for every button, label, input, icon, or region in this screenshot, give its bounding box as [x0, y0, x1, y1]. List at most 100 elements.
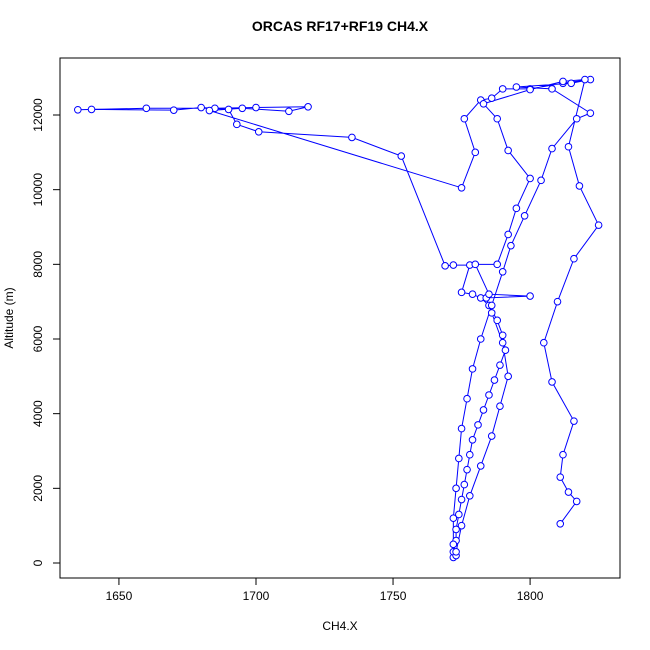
data-point	[452, 547, 460, 556]
series-line	[77, 78, 600, 558]
data-point	[476, 462, 485, 470]
data-point	[455, 454, 463, 463]
data-point	[487, 301, 496, 310]
data-point	[570, 254, 578, 263]
data-point	[197, 103, 205, 112]
data-point	[463, 394, 471, 403]
data-point	[572, 114, 581, 123]
data-point	[471, 148, 480, 157]
data-point	[564, 488, 573, 496]
data-point	[586, 109, 595, 117]
x-tick-label: 1800	[517, 589, 544, 603]
data-point	[526, 292, 534, 300]
data-point	[493, 316, 502, 325]
data-point	[397, 152, 406, 160]
data-point	[457, 184, 466, 192]
data-point	[493, 114, 502, 123]
data-point	[485, 290, 493, 299]
data-point	[460, 114, 469, 123]
data-point	[559, 77, 567, 86]
y-tick-label: 4000	[31, 400, 45, 427]
data-point	[465, 491, 474, 500]
data-point	[504, 372, 512, 381]
data-point	[498, 85, 507, 93]
data-point	[457, 521, 466, 530]
data-point	[556, 519, 565, 528]
plot-box	[59, 57, 621, 579]
data-point	[498, 331, 507, 340]
data-point	[520, 212, 529, 220]
y-tick-label: 6000	[31, 325, 45, 352]
data-point	[455, 510, 463, 519]
data-point	[496, 402, 504, 410]
data-point	[487, 309, 496, 317]
data-point	[479, 100, 488, 108]
data-point	[507, 241, 515, 250]
data-point	[476, 335, 485, 343]
data-point	[570, 417, 578, 425]
data-point	[526, 174, 534, 183]
data-point	[169, 106, 178, 114]
data-point	[468, 365, 477, 373]
data-point	[567, 79, 576, 88]
data-point	[452, 525, 460, 534]
data-point	[449, 261, 458, 269]
data-point	[452, 484, 460, 493]
data-point	[548, 378, 556, 386]
y-tick-label: 10000	[31, 173, 45, 207]
x-tick-label: 1750	[380, 589, 407, 603]
data-point	[468, 290, 477, 299]
data-point	[581, 75, 589, 84]
data-point	[479, 406, 488, 414]
data-point	[512, 83, 521, 91]
data-point	[539, 338, 548, 347]
data-point	[487, 94, 496, 103]
x-tick-label: 1650	[106, 589, 133, 603]
data-point	[471, 260, 480, 269]
data-point	[474, 421, 482, 429]
data-point	[526, 85, 534, 94]
data-point	[537, 176, 545, 185]
data-point	[465, 450, 474, 459]
data-point	[594, 221, 603, 229]
data-point	[553, 297, 562, 306]
data-point	[485, 391, 493, 399]
data-point	[493, 260, 502, 269]
data-point	[501, 346, 510, 354]
x-tick-label: 1700	[243, 589, 270, 603]
data-point	[449, 514, 458, 522]
data-point	[575, 182, 584, 190]
data-point	[463, 465, 471, 474]
x-axis-label: CH4.X	[322, 619, 357, 633]
data-point	[457, 424, 466, 433]
data-point	[504, 230, 512, 239]
data-point	[487, 432, 496, 440]
data-point	[572, 497, 581, 506]
data-point	[559, 450, 567, 459]
data-point	[564, 142, 573, 151]
data-point	[504, 146, 512, 155]
data-point	[74, 105, 82, 114]
data-point	[496, 361, 504, 369]
y-tick-label: 8000	[31, 251, 45, 278]
chart-title: ORCAS RF17+RF19 CH4.X	[252, 18, 429, 34]
data-point	[457, 495, 466, 504]
data-point	[498, 268, 507, 276]
data-point	[548, 85, 556, 93]
data-point	[254, 128, 263, 136]
data-point	[449, 540, 458, 549]
data-point	[252, 103, 260, 112]
data-point	[512, 204, 521, 213]
y-tick-label: 12000	[31, 98, 45, 132]
data-point	[468, 435, 477, 444]
y-tick-label: 0	[31, 559, 45, 566]
data-point	[205, 106, 214, 115]
data-point	[224, 105, 233, 114]
data-point	[490, 376, 499, 384]
data-point	[142, 104, 151, 113]
data-point	[87, 105, 96, 114]
data-point	[238, 104, 247, 113]
data-point	[457, 288, 466, 297]
data-point	[556, 473, 565, 481]
